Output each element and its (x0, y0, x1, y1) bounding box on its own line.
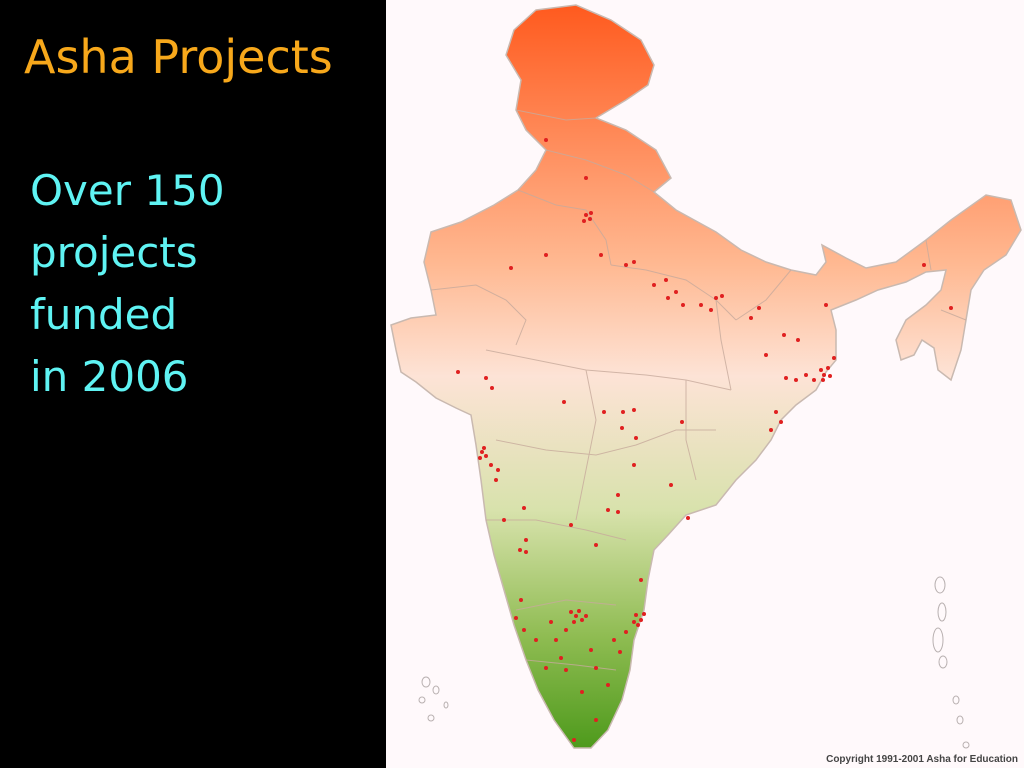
body-line: in 2006 (30, 352, 189, 401)
body-line: Over 150 (30, 166, 225, 215)
state-borders (430, 109, 967, 671)
map-panel: Copyright 1991-2001 Asha for Education (386, 0, 1024, 768)
copyright-text: Copyright 1991-2001 Asha for Education (826, 754, 1018, 765)
body-line: projects (30, 228, 198, 277)
text-panel: Asha Projects Over 150 projects funded i… (0, 0, 386, 768)
project-markers (456, 138, 953, 742)
island-outlines (418, 576, 970, 749)
slide-body: Over 150 projects funded in 2006 (30, 160, 225, 408)
india-outline (390, 4, 1022, 749)
india-map (390, 4, 1022, 749)
body-line: funded (30, 290, 178, 339)
slide-title: Asha Projects (24, 30, 333, 84)
